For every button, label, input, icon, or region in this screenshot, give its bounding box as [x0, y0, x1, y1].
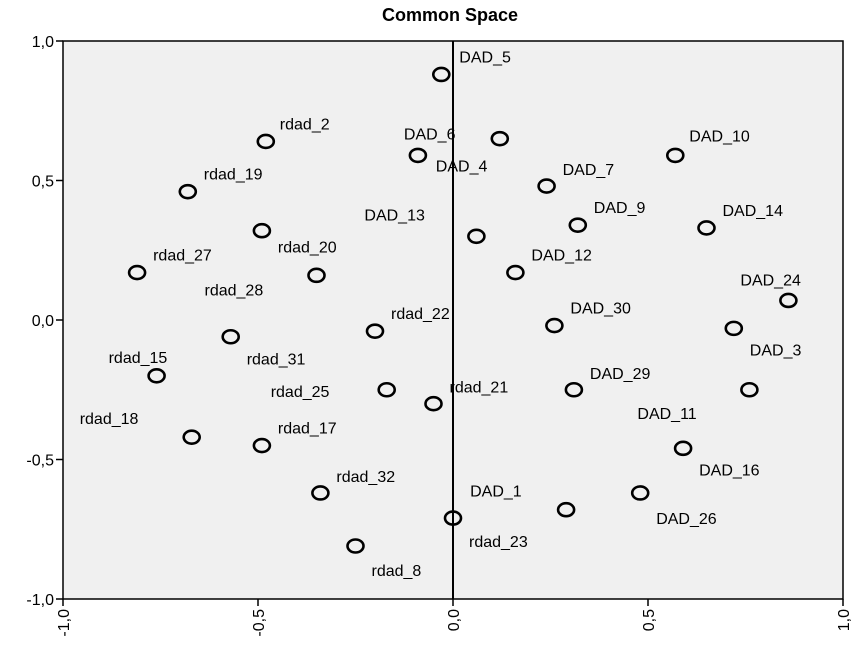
point-dad-6	[408, 147, 428, 164]
point-label-dad-11: DAD_11	[637, 406, 696, 423]
point-label-rdad-22: rdad_22	[391, 306, 450, 323]
point-label-rdad-27: rdad_27	[153, 248, 212, 265]
point-dad-13	[467, 228, 486, 245]
point-labels: DAD_5 DAD_6 DAD_10 DAD_4 DAD_7 DAD_9 DAD_14 DAD…	[80, 49, 802, 580]
point-label-rdad-23: rdad_23	[469, 534, 528, 551]
point-label-dad-26: DAD_26	[656, 511, 717, 528]
y-tick-label: 1,0	[32, 34, 54, 51]
point-dad-30	[545, 317, 564, 334]
point-label-dad-9: DAD_9	[594, 200, 646, 217]
point-label-dad-29: DAD_29	[590, 366, 651, 383]
point-rdad-20	[252, 222, 272, 239]
point-dad-7	[537, 178, 556, 194]
point-rdad-8	[346, 538, 365, 554]
point-label-dad-13: DAD_13	[364, 207, 425, 224]
point-label-dad-12: DAD_12	[531, 248, 592, 265]
point-rdad-2	[256, 133, 276, 150]
point-label-dad-6: DAD_6	[404, 126, 456, 143]
point-label-dad-16: DAD_16	[699, 462, 760, 479]
point-dad-10	[665, 147, 685, 164]
point-label-dad-3: DAD_3	[750, 342, 802, 359]
point-label-dad-7: DAD_7	[563, 162, 615, 179]
x-tick-label: 1,0	[836, 609, 853, 631]
point-rdad-25	[377, 381, 397, 398]
point-dad-29	[564, 381, 584, 398]
axes: -1,0 -0,5 0,0 0,5 1,0 -1,0 -0,5 0,0 0,5 1,0	[26, 34, 853, 637]
point-label-rdad-17: rdad_17	[278, 421, 337, 438]
point-label-rdad-18: rdad_18	[80, 411, 139, 428]
point-dad-12	[506, 264, 525, 281]
chart-title: Common Space	[382, 5, 518, 25]
point-rdad-21	[424, 395, 443, 412]
point-label-dad-5: DAD_5	[459, 49, 511, 66]
point-dad-26	[630, 485, 650, 501]
point-rdad-17	[252, 437, 272, 454]
point-label-rdad-19: rdad_19	[204, 167, 263, 184]
point-rdad-27	[127, 264, 147, 281]
point-dad-4	[490, 130, 510, 147]
data-points	[127, 66, 798, 554]
point-dad-3	[724, 320, 744, 337]
x-tick-label: -0,5	[251, 609, 268, 637]
point-label-dad-4: DAD_4	[436, 159, 488, 176]
point-label-dad-24: DAD_24	[740, 272, 801, 289]
point-label-rdad-20: rdad_20	[278, 240, 337, 257]
y-tick-label: -0,5	[26, 453, 54, 470]
point-dad-14	[697, 220, 716, 236]
point-label-rdad-25: rdad_25	[271, 384, 330, 401]
y-tick-label: -1,0	[26, 592, 54, 609]
point-rdad-31	[221, 328, 240, 345]
point-label-rdad-21: rdad_21	[450, 380, 509, 397]
x-tick-label: 0,5	[641, 609, 658, 631]
point-label-rdad-15: rdad_15	[109, 350, 168, 367]
point-rdad-32	[311, 485, 330, 501]
point-label-rdad-2: rdad_2	[280, 116, 330, 133]
point-label-rdad-32: rdad_32	[336, 469, 395, 486]
point-label-rdad-31: rdad_31	[247, 352, 306, 369]
point-rdad-18	[182, 429, 201, 445]
point-rdad-23	[443, 510, 463, 526]
point-rdad-19	[178, 183, 198, 200]
x-tick-label: -1,0	[56, 609, 73, 637]
point-dad-5	[431, 66, 451, 83]
point-label-dad-30: DAD_30	[570, 301, 631, 318]
point-rdad-15	[147, 367, 166, 384]
point-label-dad-14: DAD_14	[723, 203, 784, 220]
point-label-dad-1: DAD_1	[470, 484, 522, 501]
point-label-dad-10: DAD_10	[689, 128, 750, 145]
point-dad-1	[556, 501, 576, 518]
point-dad-16	[673, 440, 693, 457]
x-tick-label: 0,0	[446, 609, 463, 631]
y-tick-label: 0,5	[32, 174, 54, 191]
point-label-rdad-28: rdad_28	[205, 282, 264, 299]
point-rdad-22	[365, 323, 385, 339]
point-rdad-28	[307, 267, 326, 284]
point-dad-11	[740, 381, 759, 398]
point-dad-24	[779, 292, 798, 309]
point-dad-9	[568, 217, 588, 233]
y-tick-label: 0,0	[32, 313, 54, 330]
point-label-rdad-8: rdad_8	[372, 563, 422, 580]
